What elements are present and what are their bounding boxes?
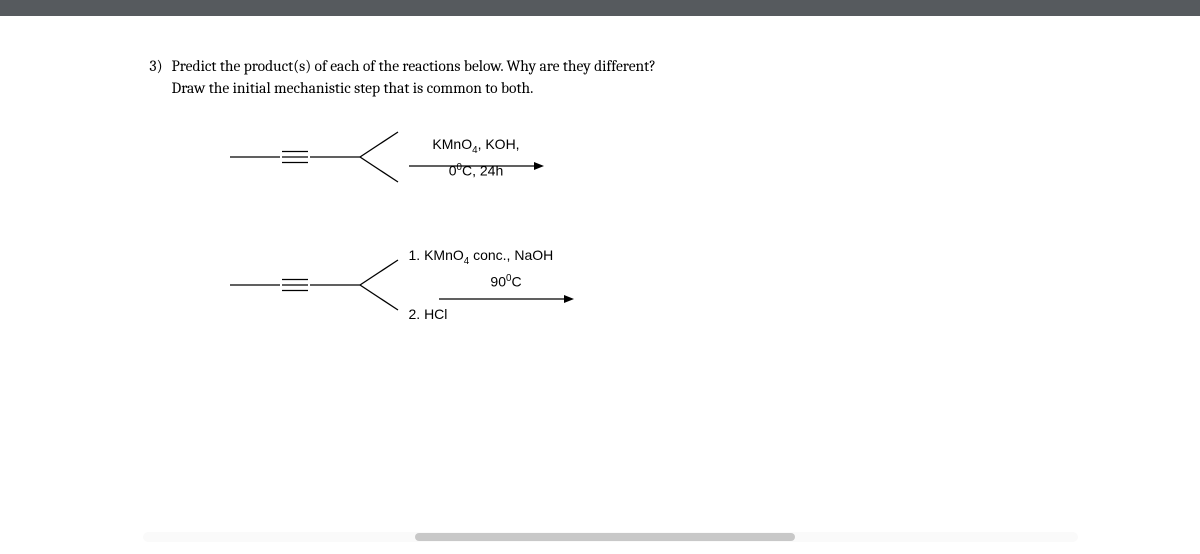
scrollbar-thumb[interactable]: [415, 533, 795, 541]
reagent2-step1: 1. KMnO4 conc., NaOH: [409, 247, 574, 267]
alkyne-structure-2: [228, 255, 403, 315]
question-number-spacer: [143, 79, 163, 97]
reaction-1: KMnO4, KOH, 00C, 24h: [228, 127, 1068, 187]
reaction1-arrow: [409, 158, 544, 159]
reactions-container: KMnO4, KOH, 00C, 24h: [228, 127, 1068, 321]
reaction2-arrow: [439, 291, 574, 292]
reagents-block-1: KMnO4, KOH, 00C, 24h: [409, 136, 544, 179]
alkyne-structure-1: [228, 127, 403, 187]
question-text-line2: Draw the initial mechanistic step that i…: [172, 78, 534, 100]
top-bar: [0, 0, 1200, 16]
question-number: 3): [143, 57, 163, 75]
question-text-line1: Predict the product(s) of each of the re…: [172, 56, 656, 78]
reagent2-above-arrow: 900C: [439, 273, 574, 290]
horizontal-scrollbar[interactable]: [143, 532, 1078, 542]
question-block: 3) Predict the product(s) of each of the…: [133, 56, 1068, 99]
reagent2-step2: 2. HCl: [409, 306, 574, 322]
document-page: 3) Predict the product(s) of each of the…: [133, 16, 1068, 322]
reaction-2: 1. KMnO4 conc., NaOH 900C 2. HCl: [228, 247, 1068, 321]
reagents-block-2: 1. KMnO4 conc., NaOH 900C 2. HCl: [409, 247, 574, 321]
reagent1-top: KMnO4, KOH,: [409, 136, 544, 156]
